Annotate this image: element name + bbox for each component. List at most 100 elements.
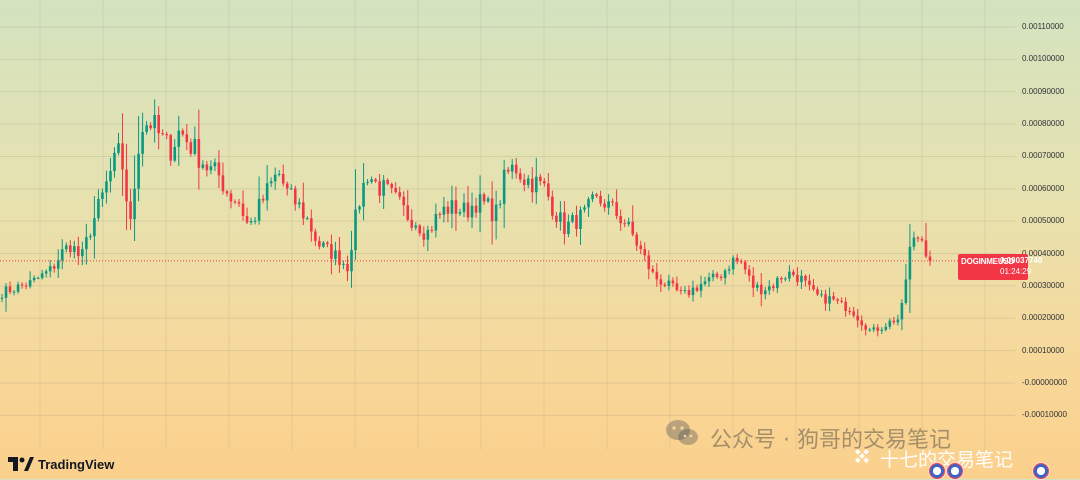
candle-body bbox=[603, 203, 606, 208]
candle-body bbox=[518, 173, 522, 180]
candle-body bbox=[739, 261, 743, 263]
candle-body bbox=[599, 196, 602, 204]
candle-body bbox=[667, 280, 671, 286]
candle-body bbox=[482, 194, 486, 202]
candle-body bbox=[422, 233, 426, 240]
candle-body bbox=[0, 297, 4, 299]
price-tick-label: 0.00060000 bbox=[1022, 183, 1065, 193]
last-price-value: 0.00037740 bbox=[1000, 255, 1043, 265]
candle-body bbox=[32, 277, 36, 281]
candle-body bbox=[438, 214, 442, 216]
candle-body bbox=[60, 249, 64, 261]
candle-body bbox=[394, 187, 397, 193]
candle-body bbox=[639, 245, 643, 250]
candle-body bbox=[285, 183, 289, 189]
candle-body bbox=[458, 212, 462, 214]
flag-icon[interactable] bbox=[946, 462, 964, 480]
candle-body bbox=[450, 200, 454, 214]
flag-icon[interactable] bbox=[1032, 462, 1050, 480]
candle-body bbox=[916, 237, 920, 239]
candle-body bbox=[121, 143, 124, 170]
candle-body bbox=[454, 200, 458, 214]
price-tick-label: 0.00050000 bbox=[1022, 216, 1065, 226]
candle-body bbox=[44, 271, 48, 274]
candle-body bbox=[824, 294, 827, 304]
candle-body bbox=[310, 218, 313, 232]
candle-body bbox=[101, 192, 104, 199]
watermark-main: 公众号 · 狗哥的交易笔记 bbox=[710, 428, 951, 453]
candle-body bbox=[655, 271, 659, 280]
candle-body bbox=[502, 169, 506, 204]
candle-body bbox=[888, 320, 892, 327]
price-tick-label: 0.00020000 bbox=[1022, 313, 1065, 323]
candle-body bbox=[671, 280, 675, 284]
candle-body bbox=[169, 135, 173, 161]
candle-body bbox=[912, 237, 916, 247]
candle-body bbox=[36, 277, 40, 279]
candle-body bbox=[326, 242, 329, 245]
candle-body bbox=[478, 194, 482, 213]
candle-body bbox=[635, 234, 639, 246]
candle-body bbox=[414, 225, 418, 228]
candle-body bbox=[233, 201, 237, 203]
candle-body bbox=[908, 246, 912, 280]
candle-body bbox=[93, 218, 96, 237]
candle-body bbox=[800, 275, 803, 283]
candle-body bbox=[856, 315, 859, 321]
candle-body bbox=[297, 202, 301, 205]
candle-body bbox=[64, 245, 68, 250]
candle-body bbox=[446, 206, 450, 214]
flag-icon[interactable] bbox=[928, 462, 946, 480]
candle-body bbox=[189, 142, 193, 154]
candle-body bbox=[707, 277, 711, 282]
candle-body bbox=[526, 178, 530, 185]
candle-body bbox=[277, 173, 281, 175]
candle-body bbox=[398, 192, 402, 197]
candle-body bbox=[928, 256, 932, 261]
candle-body bbox=[157, 114, 160, 134]
candle-body bbox=[318, 240, 321, 247]
candle-body bbox=[85, 237, 88, 250]
candle-body bbox=[611, 201, 614, 203]
tradingview-wordmark: TradingView bbox=[38, 456, 115, 472]
price-tick-label: 0.00030000 bbox=[1022, 280, 1065, 290]
tradingview-logo[interactable]: TradingView bbox=[8, 454, 114, 474]
candle-body bbox=[109, 171, 112, 182]
candle-body bbox=[466, 202, 470, 218]
candle-body bbox=[498, 203, 502, 205]
candle-body bbox=[679, 290, 683, 292]
candle-body bbox=[924, 240, 928, 257]
candle-body bbox=[643, 249, 647, 256]
candle-body bbox=[117, 143, 120, 153]
candle-body bbox=[784, 278, 787, 280]
candle-body bbox=[77, 246, 80, 257]
candle-body bbox=[551, 196, 554, 216]
candle-body bbox=[346, 263, 349, 272]
candle-body bbox=[330, 244, 333, 259]
price-tick-label: -0.00000000 bbox=[1022, 378, 1067, 387]
candle-body bbox=[314, 231, 317, 241]
candle-body bbox=[836, 299, 839, 301]
candle-body bbox=[378, 181, 381, 196]
candle-body bbox=[89, 236, 92, 238]
candle-body bbox=[418, 225, 422, 234]
candle-body bbox=[543, 181, 546, 184]
candle-body bbox=[197, 138, 201, 168]
candle-body bbox=[374, 179, 377, 182]
candle-body bbox=[28, 280, 32, 287]
candle-body bbox=[249, 221, 253, 223]
candle-body bbox=[587, 199, 590, 208]
candle-body bbox=[627, 221, 631, 225]
candle-body bbox=[494, 204, 498, 222]
candle-body bbox=[595, 194, 598, 197]
candle-body bbox=[571, 215, 574, 222]
candle-body bbox=[731, 257, 735, 270]
candle-body bbox=[209, 166, 213, 171]
candle-body bbox=[73, 246, 76, 253]
candle-body bbox=[547, 183, 550, 197]
candle-body bbox=[591, 194, 594, 200]
candle-body bbox=[462, 202, 466, 213]
candle-body bbox=[535, 176, 538, 193]
candle-body bbox=[406, 205, 410, 220]
